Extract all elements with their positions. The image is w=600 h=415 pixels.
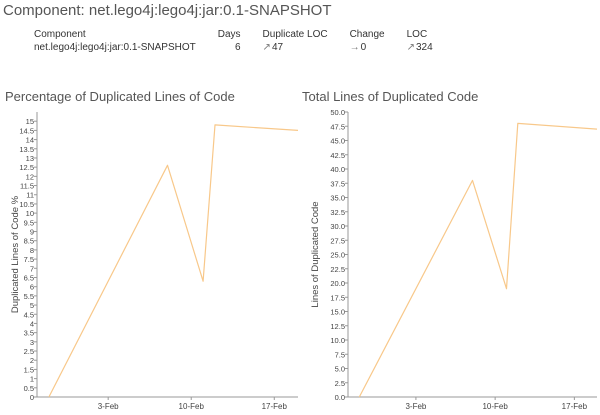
summary-table: Component Days Duplicate LOC Change LOC … [20,28,441,54]
trend-flat-icon: → [349,42,360,53]
y-tick-label: 11 [26,191,34,200]
y-tick-label: 8.5 [24,237,34,246]
y-axis-label: Duplicated Lines of Code % [10,195,21,313]
y-tick-label: 6 [30,283,34,292]
loc-value: 324 [416,42,433,53]
y-tick-label: 5 [30,301,34,310]
x-tick-label: 17-Feb [262,402,288,411]
trend-up-icon: ↗ [262,42,271,53]
days-value: 6 [234,42,241,53]
y-tick-label: 1 [30,375,34,384]
header-loc: LOC [406,29,428,40]
y-tick-label: 7 [30,264,34,273]
y-tick-label: 7.5 [24,255,34,264]
header-duplicate-loc: Duplicate LOC [262,29,328,40]
change-cell: →0 [336,41,393,54]
y-tick-label: 4.5 [24,310,34,319]
duplicate-loc-value: 47 [271,42,284,53]
y-tick-label: 0 [30,393,34,402]
page-title: Component: net.lego4j:lego4j:jar:0.1-SNA… [3,2,332,19]
y-tick-label: 4 [30,319,34,328]
y-tick-label: 14.5 [19,126,34,135]
y-tick-label: 12.5 [19,163,34,172]
y-tick-label: 13 [26,154,34,163]
y-tick-label: 10 [26,209,34,218]
chart-title-total: Total Lines of Duplicated Code [302,89,479,104]
table-row: net.lego4j:lego4j:jar:0.1-SNAPSHOT 6 ↗47… [20,41,441,54]
component-name[interactable]: net.lego4j:lego4j:jar:0.1-SNAPSHOT [34,42,196,53]
y-tick-label: 13.5 [19,145,34,154]
summary-header-row: Component Days Duplicate LOC Change LOC [20,28,441,41]
y-tick-label: 2.5 [24,347,34,356]
change-value: 0 [360,42,367,53]
header-component: Component [34,29,86,40]
y-tick-label: 11.5 [20,182,34,191]
series-line [48,124,299,398]
y-tick-label: 9 [30,228,34,237]
y-tick-label: 1.5 [24,365,34,374]
chart-title-percentage: Percentage of Duplicated Lines of Code [5,89,235,104]
loc-cell: ↗324 [393,41,441,54]
x-tick-label: 10-Feb [179,402,205,411]
x-tick-label: 3-Feb [98,402,119,411]
y-tick-label: 15 [26,117,34,126]
y-tick-label: 6.5 [24,273,34,282]
y-tick-label: 0.5 [24,384,34,393]
y-tick-label: 2 [30,356,34,365]
duplicate-loc-cell: ↗47 [249,41,336,54]
y-tick-label: 3.5 [24,329,34,338]
y-tick-label: 8 [30,246,34,255]
y-tick-label: 9.5 [24,218,34,227]
y-tick-label: 12 [26,172,34,181]
y-tick-label: 10.5 [19,200,34,209]
header-days: Days [217,29,241,40]
trend-up-icon: ↗ [406,42,415,53]
header-change: Change [349,29,385,40]
y-tick-label: 5.5 [24,292,34,301]
y-tick-label: 3 [30,338,34,347]
y-tick-label: 14 [26,136,34,145]
